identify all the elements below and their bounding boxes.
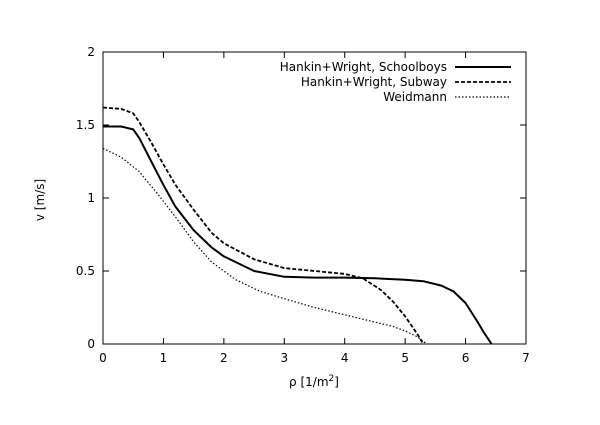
axis-ticks: 0 1 2 3 4 5 6 7 0 0.5 1 1.5 2 bbox=[76, 45, 530, 365]
series-lines bbox=[102, 106, 493, 345]
y-tick-label: 2 bbox=[87, 45, 95, 59]
x-tick-label: 6 bbox=[462, 351, 470, 365]
x-tick-label: 0 bbox=[99, 351, 107, 365]
x-tick-label: 5 bbox=[401, 351, 409, 365]
y-tick-label: 1.5 bbox=[76, 118, 95, 132]
series-line-2 bbox=[102, 106, 425, 345]
x-tick-label: 2 bbox=[220, 351, 228, 365]
x-tick-label: 7 bbox=[522, 351, 530, 365]
legend: Hankin+Wright, SchoolboysHankin+Wright, … bbox=[280, 60, 511, 104]
y-tick-label: 0.5 bbox=[76, 264, 95, 278]
y-axis-label: v [m/s] bbox=[33, 179, 47, 221]
legend-label-1: Hankin+Wright, Schoolboys bbox=[280, 60, 447, 74]
x-tick-label: 3 bbox=[280, 351, 288, 365]
y-tick-label: 0 bbox=[87, 337, 95, 351]
legend-label-3: Weidmann bbox=[383, 90, 447, 104]
x-tick-label: 1 bbox=[160, 351, 168, 365]
y-tick-label: 1 bbox=[87, 191, 95, 205]
x-tick-label: 4 bbox=[341, 351, 349, 365]
series-line-1 bbox=[103, 125, 493, 345]
legend-label-2: Hankin+Wright, Subway bbox=[301, 75, 447, 89]
x-axis-label: ρ [1/m2] bbox=[289, 374, 339, 389]
series-line-3 bbox=[102, 147, 428, 345]
